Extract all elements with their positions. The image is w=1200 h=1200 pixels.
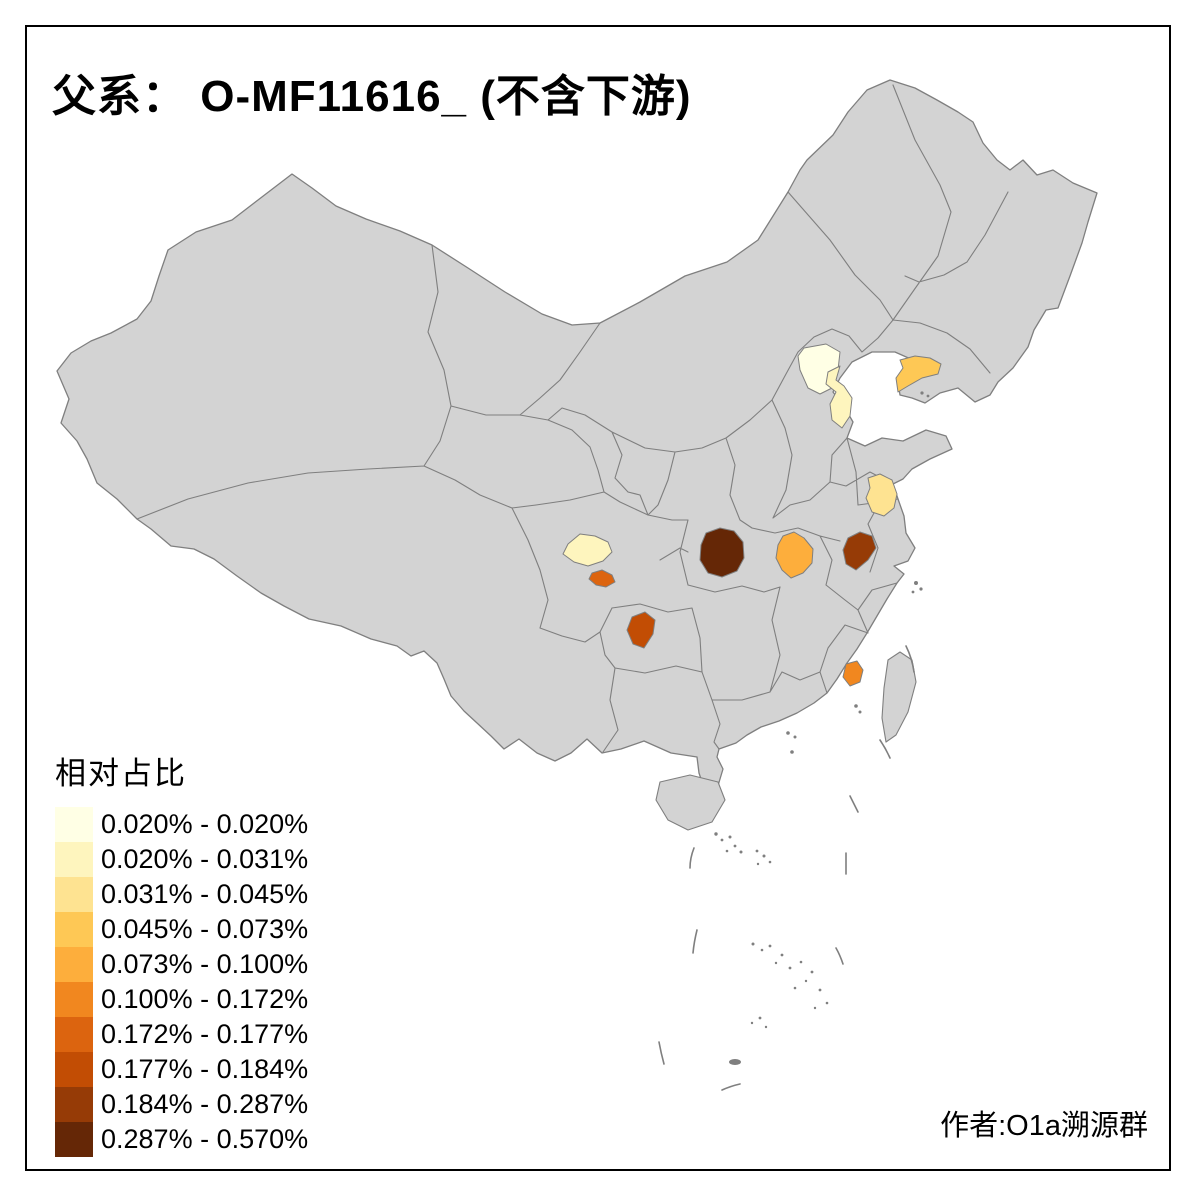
legend-label: 0.177% - 0.184% [101,1054,309,1084]
region-east-hubei [775,531,814,579]
legend-item: 0.020% - 0.031% [55,842,308,877]
legend-swatch [55,947,93,982]
region-central-anhui [842,531,877,571]
legend-rows: 0.020% - 0.020% 0.020% - 0.031% 0.031% - 0… [55,807,308,1157]
legend-swatch [55,842,93,877]
legend-label: 0.073% - 0.100% [101,949,309,979]
legend-swatch [55,1017,93,1052]
legend-item: 0.172% - 0.177% [55,1017,308,1052]
region-west-sichuan [562,533,613,567]
legend-title: 相对占比 [55,756,187,791]
legend-swatch [55,912,93,947]
legend-swatch [55,807,93,842]
plot-title: 父系： O-MF11616_ (不含下游) [52,60,692,124]
legend-label: 0.184% - 0.287% [101,1089,309,1119]
legend-label: 0.172% - 0.177% [101,1019,309,1049]
sea-boundary-dashes [658,645,915,1091]
title-prefix: 父系： [52,72,187,121]
small-islets [714,391,930,1065]
legend-label: 0.045% - 0.073% [101,914,309,944]
highlighted-regions [562,343,942,687]
author-credit: 作者:O1a溯源群 [940,1110,1148,1142]
legend-item: 0.100% - 0.172% [55,982,308,1017]
legend-label: 0.287% - 0.570% [101,1124,309,1154]
legend-label: 0.031% - 0.045% [101,879,309,909]
title-suffix: (不含下游) [467,72,692,121]
region-dalian [895,355,942,393]
legend-swatch [55,877,93,912]
legend-swatch [55,1052,93,1087]
hainan-island [655,774,726,831]
legend-item: 0.020% - 0.020% [55,807,308,842]
islands [655,651,917,831]
legend-swatch [55,982,93,1017]
legend-label: 0.020% - 0.020% [101,809,309,839]
taiwan-island [881,651,917,743]
title-haplogroup-code: O-MF11616_ [187,72,468,121]
legend-item: 0.073% - 0.100% [55,947,308,982]
legend-swatch [55,1087,93,1122]
legend: 相对占比 0.020% - 0.020% 0.020% - 0.031% 0.031… [55,748,308,1157]
legend-item: 0.184% - 0.287% [55,1087,308,1122]
region-south-fujian [842,660,864,687]
region-north-guizhou [626,611,656,649]
region-central-hubei [699,527,745,578]
legend-item: 0.045% - 0.073% [55,912,308,947]
islet-blob [729,1059,741,1065]
province-borders [136,84,1009,753]
region-chengdu-area [588,569,616,588]
legend-item: 0.287% - 0.570% [55,1122,308,1157]
legend-item: 0.177% - 0.184% [55,1052,308,1087]
legend-swatch [55,1122,93,1157]
mainland-outline [56,79,1098,792]
legend-label: 0.100% - 0.172% [101,984,309,1014]
legend-item: 0.031% - 0.045% [55,877,308,912]
region-tianjin [825,365,853,429]
legend-label: 0.020% - 0.031% [101,844,309,874]
region-north-jiangsu [865,473,898,517]
